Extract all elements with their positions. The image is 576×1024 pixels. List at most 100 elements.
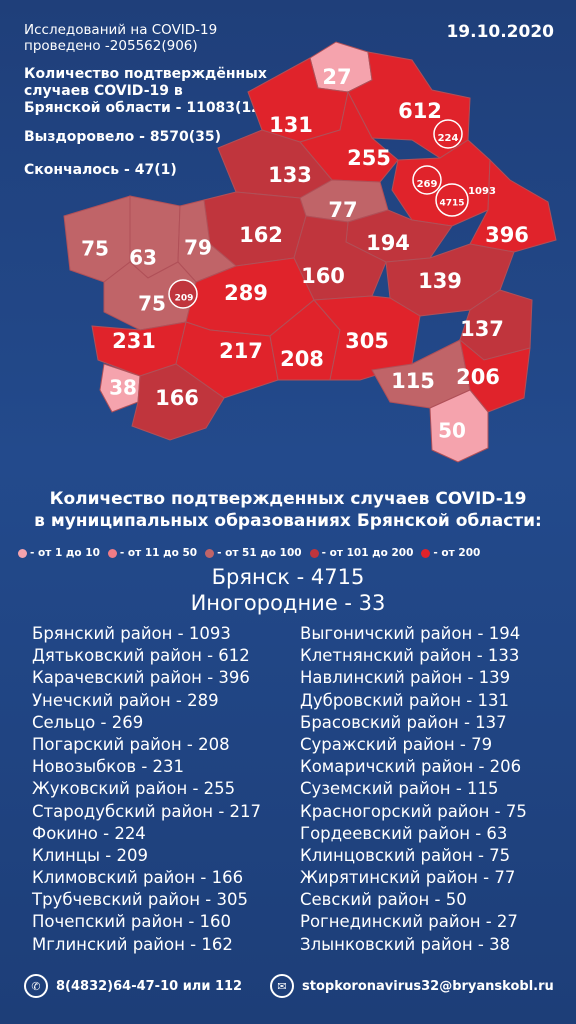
map-value-label: 206 [456, 365, 500, 389]
map-value-label: 63 [129, 246, 157, 270]
map-value-label: 209 [175, 294, 194, 304]
list-item: Гордеевский район - 63 [300, 823, 508, 843]
map-value-label: 194 [366, 231, 410, 255]
recovered-stat: Выздоровело - 8570(35) [24, 129, 222, 145]
region-klimovo [131, 363, 225, 441]
map-value-label: 208 [280, 347, 324, 371]
legend-label: - от 11 до 50 [119, 547, 198, 559]
section-title: Количество подтвержденных случаев COVID-… [0, 488, 576, 532]
legend-label: - от 1 до 10 [30, 547, 100, 559]
legend-label: - от 200 [433, 547, 481, 559]
confirmed-line-2: случаев COVID-19 в [24, 83, 183, 99]
list-item: Клинцы - 209 [32, 845, 148, 865]
list-item: Рогнединский район - 27 [300, 912, 518, 932]
nonresident-total: Иногородние - 33 [190, 591, 386, 615]
confirmed-line-3: Брянской области - 11083(123) [24, 100, 278, 116]
list-item: Навлинский район - 139 [300, 668, 511, 688]
map-value-label: 396 [485, 223, 529, 247]
list-item: Климовский район - 166 [32, 868, 244, 888]
map-value-label: 139 [418, 269, 462, 293]
map-value-label: 231 [112, 329, 156, 353]
list-item: Почепский район - 160 [32, 912, 232, 932]
list-item: Сельцо - 269 [32, 712, 144, 732]
map-value-label: 160 [301, 264, 345, 288]
map-value-label: 75 [81, 237, 109, 261]
list-item: Брянский район - 1093 [32, 624, 231, 643]
list-item: Жуковский район - 255 [32, 779, 236, 799]
legend-dot-icon [205, 548, 215, 558]
legend: - от 1 до 10 - от 11 до 50 - от 51 до 100 -… [18, 547, 568, 559]
legend-label: - от 101 до 200 [321, 547, 414, 559]
map-value-label: 269 [417, 179, 438, 190]
list-item: Погарский район - 208 [32, 734, 230, 754]
list-item: Дубровский район - 131 [300, 690, 509, 710]
map-value-label: 77 [328, 198, 357, 222]
list-item: Комаричский район - 206 [300, 757, 522, 777]
legend-dot-icon [107, 548, 117, 558]
right-district-list: Выгоничский район - 194 Клетнянский район… [300, 623, 527, 956]
legend-item: - от 200 [421, 547, 480, 559]
list-item: Унечский район - 289 [32, 690, 219, 710]
list-item: Новозыбков - 231 [32, 757, 185, 777]
footer-phone: ✆ 8(4832)64-47-10 или 112 [24, 974, 242, 998]
map-value-label: 255 [347, 146, 391, 170]
list-item: Суземский район - 115 [300, 779, 499, 799]
map-value-label: 50 [438, 419, 466, 443]
map-value-label: 27 [322, 65, 351, 89]
legend-item: - от 11 до 50 [107, 547, 198, 559]
region-sevsk [429, 389, 489, 463]
map-value-label: 4715 [439, 199, 464, 209]
list-item: Клинцовский район - 75 [300, 845, 511, 865]
list-item: Мглинский район - 162 [32, 934, 233, 954]
legend-item: - от 51 до 100 [205, 547, 302, 559]
phone-icon: ✆ [24, 974, 48, 998]
map-value-label: 79 [184, 236, 212, 260]
legend-dot-icon [421, 548, 431, 558]
bryansk-total: Брянск - 4715 [211, 565, 365, 589]
city-bryansk-marker [435, 183, 469, 217]
legend-item: - от 101 до 200 [309, 547, 414, 559]
tests-line-1: Исследований на COVID-19 [24, 22, 218, 38]
map-value-label: 305 [345, 329, 389, 353]
legend-dot-icon [18, 548, 27, 558]
map-value-label: 166 [155, 386, 199, 410]
tests-line-2: проведено -205562(906) [24, 38, 198, 54]
map-value-label: 75 [138, 292, 166, 316]
list-item: Стародубский район - 217 [32, 801, 262, 821]
map-value-label: 224 [438, 133, 459, 144]
map-value-label: 38 [109, 376, 137, 400]
footer-email: ✉ stopkoronavirus32@bryanskobl.ru [270, 974, 554, 998]
region-zlynka [99, 363, 141, 413]
confirmed-line-1: Количество подтверждённых [24, 66, 267, 82]
list-item: Суражский район - 79 [300, 734, 493, 754]
email-icon: ✉ [270, 974, 294, 998]
section-title-line-2: в муниципальных образованиях Брянской об… [34, 511, 542, 531]
list-item: Жирятинский район - 77 [300, 868, 516, 888]
list-item: Севский район - 50 [300, 890, 467, 910]
email-text: stopkoronavirus32@bryanskobl.ru [302, 978, 554, 994]
map-value-label: 137 [460, 317, 504, 341]
map-value-label: 217 [219, 339, 263, 363]
list-item: Выгоничский район - 194 [300, 624, 521, 643]
list-item: Клетнянский район - 133 [300, 646, 520, 666]
map-value-label: 131 [269, 113, 313, 137]
list-item: Карачевский район - 396 [32, 668, 250, 688]
tests-info: Исследований на COVID-19 проведено -2055… [24, 22, 277, 179]
map-value-label: 133 [268, 163, 312, 187]
left-district-list: Брянский район - 1093 Дятьковский район -… [32, 623, 261, 956]
map-value-label: 289 [224, 281, 268, 305]
map-value-label: 162 [239, 223, 283, 247]
city-fokino-marker [433, 119, 463, 149]
list-item: Злынковский район - 38 [300, 934, 511, 954]
city-seltso-marker [412, 165, 442, 195]
phone-text: 8(4832)64-47-10 или 112 [56, 978, 243, 994]
bryansk-region-map: 27 131 612 224 255 133 269 1093 4715 77 396 75 63 79 1… [63, 41, 557, 463]
map-value-label: 115 [391, 369, 435, 393]
list-item: Фокино - 224 [32, 823, 146, 843]
city-klintsy-marker [168, 279, 198, 309]
list-item: Брасовский район - 137 [300, 712, 507, 732]
legend-item: - от 1 до 10 [18, 547, 100, 559]
list-item: Трубчевский район - 305 [32, 890, 248, 910]
list-item: Дятьковский район - 612 [32, 646, 250, 666]
map-value-label: 1093 [468, 186, 496, 197]
